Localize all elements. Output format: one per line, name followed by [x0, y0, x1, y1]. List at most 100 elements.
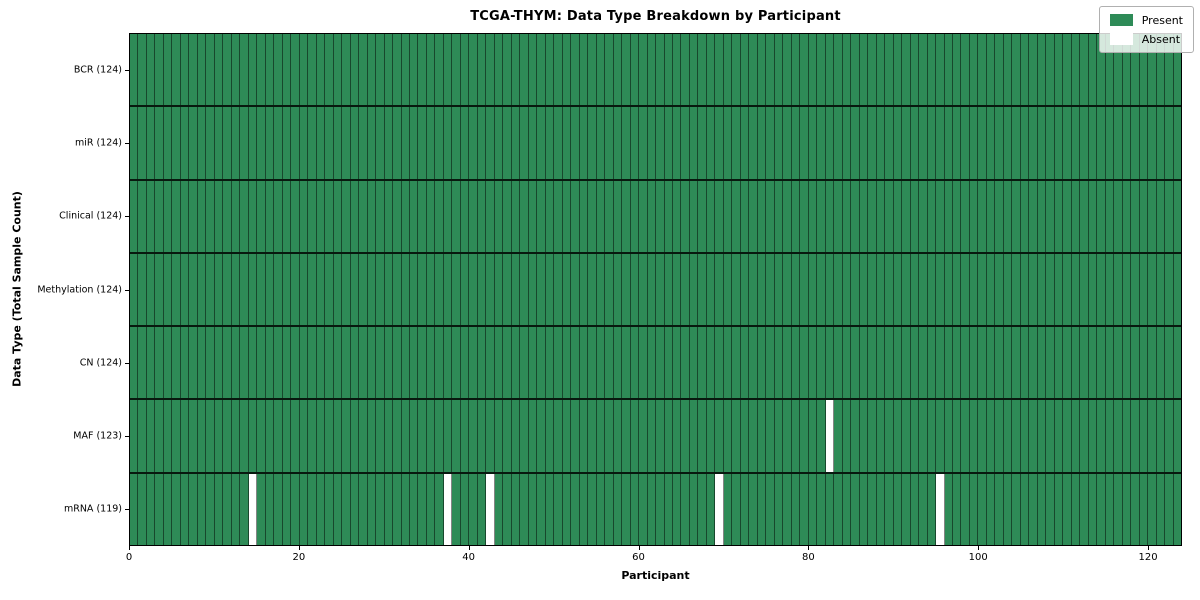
heatmap-cell — [656, 327, 665, 399]
heatmap-cell — [605, 400, 614, 472]
heatmap-cell — [257, 34, 266, 106]
heatmap-cell — [520, 400, 529, 472]
heatmap-cell — [172, 107, 181, 179]
heatmap-cell — [265, 253, 275, 326]
heatmap-cell — [477, 327, 487, 399]
heatmap-cell — [443, 400, 453, 472]
heatmap-cell — [163, 180, 173, 252]
heatmap-cell — [885, 107, 894, 179]
heatmap-cell — [1139, 107, 1149, 179]
heatmap-cell — [155, 34, 164, 106]
x-tick-mark — [1148, 546, 1150, 550]
heatmap-cell — [732, 473, 741, 545]
heatmap-cell — [910, 327, 920, 399]
heatmap-cell — [825, 34, 835, 106]
heatmap-cell — [1131, 253, 1140, 326]
heatmap-cell — [791, 180, 801, 252]
heatmap-cell — [562, 180, 572, 252]
heatmap-cell — [545, 253, 555, 326]
heatmap-cell — [893, 400, 903, 472]
y-tick-mark — [125, 142, 129, 144]
heatmap-cell — [656, 473, 665, 545]
heatmap-cell — [197, 473, 207, 545]
heatmap-cell — [757, 34, 767, 106]
heatmap-cell — [409, 253, 419, 326]
heatmap-cell — [1156, 327, 1166, 399]
x-tick-label: 100 — [968, 552, 988, 563]
y-tick-label-Clinical: Clinical (124) — [59, 210, 122, 222]
heatmap-cell — [333, 253, 343, 326]
heatmap-cell — [435, 253, 444, 326]
heatmap-cell — [494, 473, 504, 545]
heatmap-cell — [274, 180, 283, 252]
heatmap-cell — [681, 34, 690, 106]
heatmap-cell — [1020, 34, 1030, 106]
heatmap-cell — [1046, 400, 1055, 472]
heatmap-cell — [316, 34, 326, 106]
heatmap-cell — [155, 180, 164, 252]
heatmap-cell — [537, 473, 546, 545]
heatmap-cell — [163, 473, 173, 545]
heatmap-cell — [766, 34, 775, 106]
heatmap-cell — [749, 473, 758, 545]
heatmap-cell — [231, 180, 241, 252]
heatmap-cell — [503, 253, 512, 326]
heatmap-cell — [180, 180, 190, 252]
heatmap-cell — [622, 473, 631, 545]
heatmap-cell — [910, 400, 920, 472]
heatmap-cell — [723, 34, 733, 106]
heatmap-cell — [596, 253, 606, 326]
heatmap-cell — [163, 327, 173, 399]
heatmap-cell — [443, 253, 453, 326]
heatmap-cell — [723, 107, 733, 179]
heatmap-cell — [1122, 107, 1132, 179]
heatmap-cell — [520, 107, 529, 179]
heatmap-cell — [180, 327, 190, 399]
heatmap-cell — [503, 107, 512, 179]
heatmap-cell — [460, 327, 470, 399]
heatmap-cell — [919, 34, 928, 106]
heatmap-cell — [740, 180, 750, 252]
heatmap-cell — [664, 180, 673, 252]
heatmap-cell — [206, 473, 215, 545]
heatmap-cell — [995, 180, 1004, 252]
heatmap-cell — [1046, 180, 1055, 252]
heatmap-cell — [961, 473, 970, 545]
heatmap-cell — [605, 107, 614, 179]
heatmap-cell — [842, 180, 852, 252]
heatmap-cell — [1131, 400, 1140, 472]
heatmap-cell — [163, 253, 173, 326]
heatmap-cell — [214, 400, 224, 472]
heatmap-cell — [1029, 327, 1038, 399]
heatmap-cell — [639, 400, 648, 472]
heatmap-cell — [367, 180, 377, 252]
heatmap-cell — [562, 107, 572, 179]
heatmap-cell — [554, 400, 563, 472]
heatmap-cell — [146, 34, 156, 106]
heatmap-cell — [469, 400, 478, 472]
heatmap-cell — [842, 34, 852, 106]
heatmap-cell — [418, 327, 427, 399]
heatmap-cell — [1156, 473, 1166, 545]
heatmap-cell — [936, 253, 945, 326]
heatmap-cell — [460, 180, 470, 252]
heatmap-cell — [588, 253, 597, 326]
heatmap-cell — [596, 473, 606, 545]
heatmap-cell — [630, 253, 640, 326]
heatmap-cell — [639, 473, 648, 545]
heatmap-cell — [206, 327, 215, 399]
heatmap-cell — [503, 473, 512, 545]
heatmap-cell — [791, 473, 801, 545]
y-tick-mark — [125, 436, 129, 438]
heatmap-cell — [927, 400, 937, 472]
heatmap-cell — [1173, 400, 1182, 472]
heatmap-cell — [486, 473, 495, 545]
heatmap-cell — [350, 180, 360, 252]
heatmap-cell — [1020, 473, 1030, 545]
heatmap-cell — [936, 34, 945, 106]
heatmap-row-MAF — [130, 400, 1182, 474]
heatmap-cell — [511, 253, 521, 326]
heatmap-cell — [834, 34, 843, 106]
heatmap-cell — [698, 107, 707, 179]
heatmap-cell — [494, 34, 504, 106]
